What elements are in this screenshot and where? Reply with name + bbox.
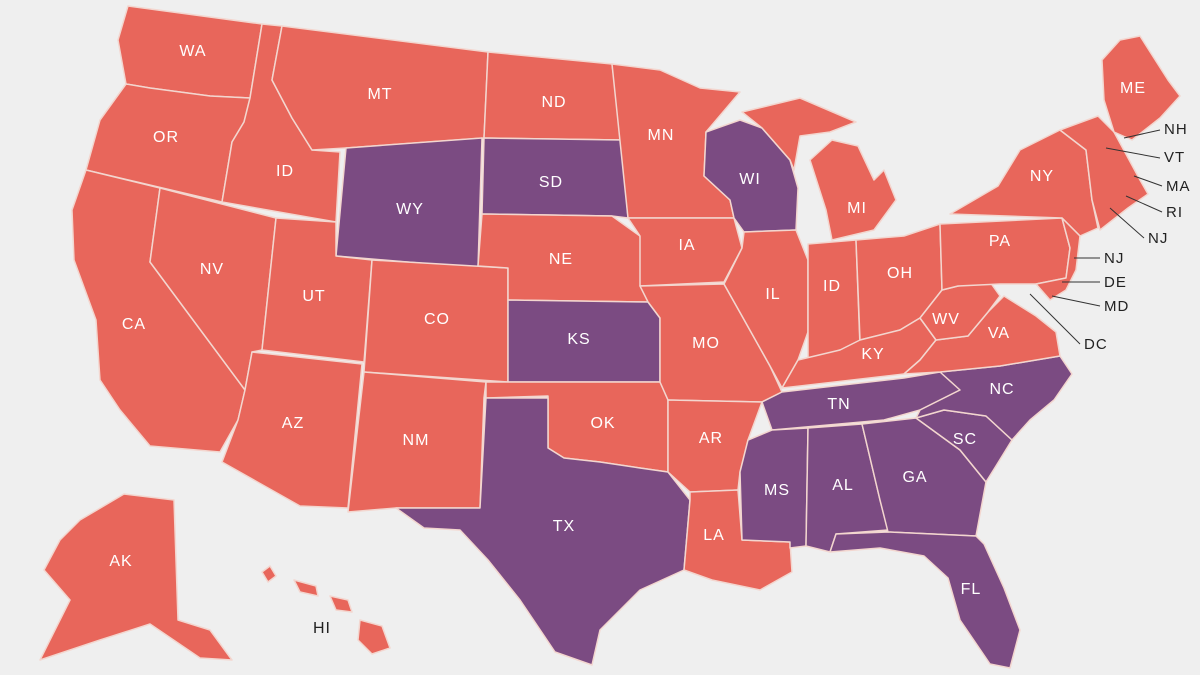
label-tn: TN [827,396,850,413]
state-pa[interactable] [939,217,1071,291]
state-la[interactable] [683,489,793,591]
label-wy: WY [396,201,424,218]
callout-vt: VT [1164,149,1185,166]
label-ne: NE [549,251,573,268]
label-sd: SD [539,174,563,191]
label-fl: FL [961,581,982,598]
label-wv: WV [932,311,960,328]
state-mid-atlantic[interactable] [1035,217,1081,301]
label-ok: OK [590,415,615,432]
leader-ct [1109,207,1145,239]
label-mi: MI [847,200,867,217]
leader-dc [1029,293,1081,345]
label-nv: NV [200,261,224,278]
label-sc: SC [953,431,977,448]
leader-ma [1133,175,1163,187]
label-hi: HI [313,620,331,637]
label-tx: TX [553,518,575,535]
state-in[interactable] [807,239,861,361]
leader-md [1051,295,1101,307]
callout-md: MD [1104,298,1129,315]
state-tx[interactable] [395,397,691,666]
callout-labels: NH VT MA RI NJ NJ DE MD DC [1084,121,1191,353]
label-id: ID [276,163,294,180]
label-nc: NC [989,381,1014,398]
callout-dc: DC [1084,336,1108,353]
label-co: CO [424,311,450,328]
label-wa: WA [179,43,206,60]
state-az[interactable] [221,351,363,509]
callout-leaders [1029,129,1163,345]
callout-ri: RI [1166,204,1183,221]
label-ar: AR [699,430,723,447]
label-ks: KS [567,331,590,348]
callout-ct: NJ [1148,230,1168,247]
label-mt: MT [367,86,392,103]
leader-ri [1125,195,1163,213]
label-mn: MN [648,127,675,144]
label-ny: NY [1030,168,1054,185]
label-ia: IA [678,237,695,254]
state-labels: WA OR CA ID NV MT WY UT AZ CO NM ND SD N… [109,43,1146,637]
label-ky: KY [861,346,884,363]
label-ut: UT [302,288,325,305]
callout-ma: MA [1166,178,1191,195]
leader-nh [1123,129,1161,139]
state-sd[interactable] [481,137,629,219]
label-va: VA [988,325,1010,342]
label-ak: AK [109,553,132,570]
callout-nh: NH [1164,121,1188,138]
state-ar[interactable] [667,399,763,493]
label-la: LA [703,527,725,544]
label-pa: PA [989,233,1011,250]
label-or: OR [153,129,179,146]
label-ms: MS [764,482,790,499]
label-in: ID [823,278,841,295]
callout-de: DE [1104,274,1127,291]
label-nd: ND [541,94,566,111]
label-ca: CA [122,316,146,333]
label-az: AZ [282,415,304,432]
label-il: IL [765,286,780,303]
state-mi[interactable] [741,97,897,241]
label-mo: MO [692,335,720,352]
label-wi: WI [739,171,761,188]
label-ga: GA [902,469,927,486]
state-fl[interactable] [829,531,1021,669]
state-me[interactable] [1101,35,1181,141]
leader-vt [1105,147,1161,159]
callout-nj: NJ [1104,250,1124,267]
label-nm: NM [403,432,430,449]
label-oh: OH [887,265,913,282]
label-al: AL [832,477,854,494]
label-me: ME [1120,80,1146,97]
state-hi[interactable] [261,565,391,655]
state-ak[interactable] [39,493,233,661]
